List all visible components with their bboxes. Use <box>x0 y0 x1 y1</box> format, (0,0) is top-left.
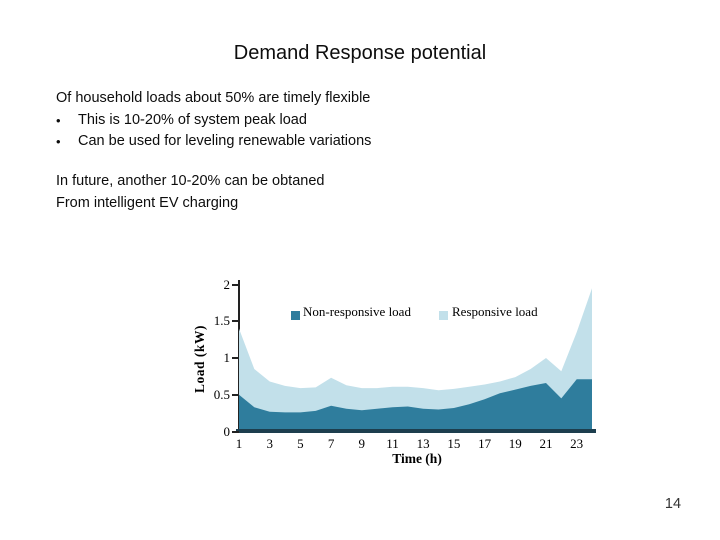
y-tick-label: 1.5 <box>213 313 230 329</box>
x-tick-label: 13 <box>416 436 430 451</box>
bullet-text: Can be used for leveling renewable varia… <box>78 133 372 149</box>
x-tick-label: 19 <box>508 436 522 451</box>
y-tick-mark <box>232 320 239 323</box>
y-tick-mark <box>232 393 239 396</box>
x-tick-label: 17 <box>478 436 492 451</box>
bullet-text: This is 10-20% of system peak load <box>78 111 307 128</box>
y-tick-mark <box>232 430 239 433</box>
x-tick-label: 11 <box>386 436 399 451</box>
legend-label-responsive-load: Responsive load <box>452 304 538 319</box>
x-tick-label: 21 <box>539 436 553 451</box>
x-tick-label: 15 <box>447 436 461 451</box>
bullet-glyph: • <box>56 112 61 128</box>
future-line: In future, another 10-20% can be obtaned <box>56 173 325 189</box>
x-tick-label: 3 <box>266 436 273 451</box>
body-text-block: Of household loads about 50% are timely … <box>56 88 371 153</box>
future-text-block: In future, another 10-20% can be obtaned… <box>56 171 324 214</box>
plot-area <box>239 288 592 432</box>
y-tick-mark <box>232 357 239 359</box>
legend-swatch-responsive-load <box>439 311 448 320</box>
page-number: 14 <box>664 496 682 512</box>
y-tick-mark <box>232 283 239 286</box>
bullet-item: • Can be used for leveling renewable var… <box>56 131 371 153</box>
x-axis-title: Time (h) <box>392 451 442 466</box>
y-tick-label: 2 <box>223 276 231 292</box>
y-tick-label: 1 <box>223 350 231 365</box>
x-tick-label: 7 <box>327 436 335 451</box>
intro-line: Of household loads about 50% are timely … <box>56 90 371 106</box>
future-line: From intelligent EV charging <box>56 194 239 211</box>
y-tick-label: 0.5 <box>213 386 230 402</box>
y-tick-label: 0 <box>223 423 231 439</box>
bullet-item: • This is 10-20% of system peak load <box>56 110 371 132</box>
x-tick-label: 9 <box>358 436 366 451</box>
bullet-glyph: • <box>56 134 61 149</box>
x-axis-line <box>236 429 596 433</box>
x-tick-label: 5 <box>297 436 304 451</box>
area-series-0 <box>239 379 592 432</box>
slide-title: Demand Response potential <box>233 42 487 64</box>
legend-swatch-nonresponsive-load <box>291 311 300 320</box>
x-tick-label: 23 <box>570 436 584 451</box>
x-tick-label: 1 <box>235 436 243 451</box>
legend-label-nonresponsive-load: Non-responsive load <box>303 304 411 319</box>
